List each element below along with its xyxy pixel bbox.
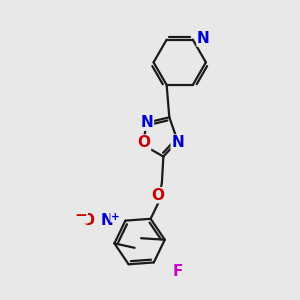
Text: +: +	[111, 212, 120, 222]
Text: −: −	[74, 208, 87, 223]
Text: F: F	[173, 264, 183, 279]
Text: O: O	[151, 188, 164, 203]
Text: N: N	[141, 115, 153, 130]
Text: N: N	[197, 31, 210, 46]
Text: O: O	[138, 135, 151, 150]
Text: O: O	[81, 213, 94, 228]
Text: N: N	[101, 213, 114, 228]
Text: N: N	[171, 135, 184, 150]
